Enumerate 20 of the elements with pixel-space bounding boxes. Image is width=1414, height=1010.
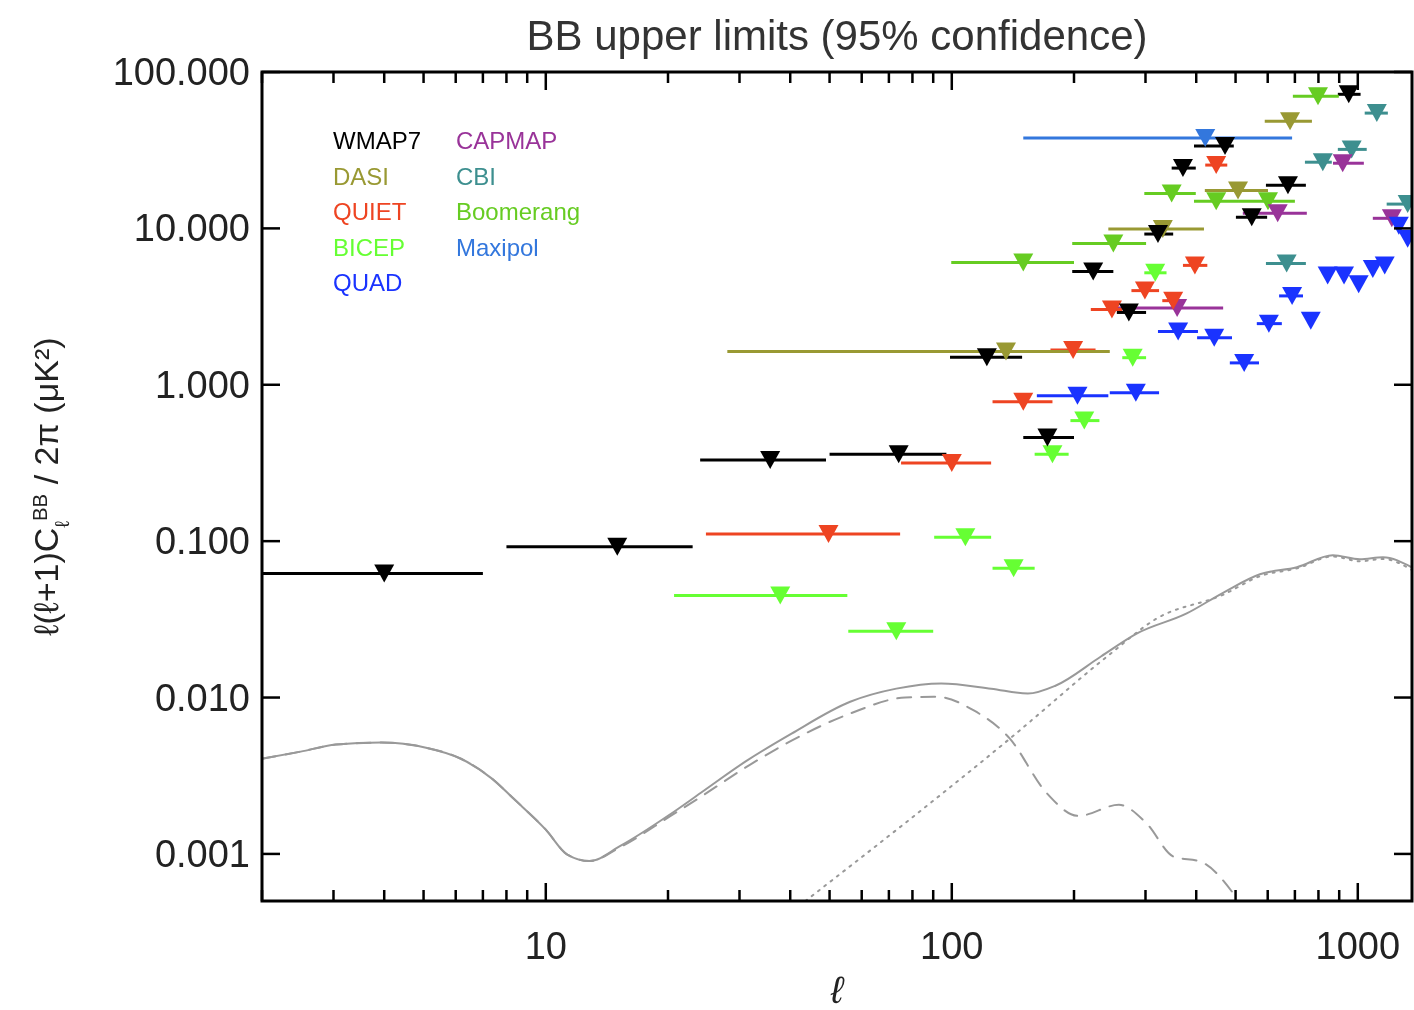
x-axis-title: ℓ (829, 969, 845, 1010)
text: CBI (456, 162, 497, 190)
text: BICEP (333, 233, 406, 261)
text: WMAP7 (333, 127, 422, 154)
y-tick-label: 100.000 (112, 51, 250, 93)
text: Boomerang (456, 198, 581, 225)
y-tick-label: 0.001 (154, 832, 250, 875)
text: QUAD (333, 269, 403, 296)
chart-title: BB upper limits (95% confidence) (526, 12, 1148, 59)
y-tick-label: 0.010 (154, 676, 250, 719)
text: QUIET (333, 198, 407, 225)
y-tick-label: 1.000 (154, 363, 250, 406)
text: CAPMAP (456, 127, 558, 154)
y-tick-label: 10.000 (133, 207, 250, 250)
y-tick-label: 0.100 (154, 520, 250, 563)
x-tick-label: 1000 (1315, 925, 1401, 967)
text: DASI (333, 162, 390, 190)
x-tick-label: 100 (920, 925, 984, 967)
x-tick-label: 10 (524, 925, 567, 967)
text: Maxipol (456, 233, 539, 261)
